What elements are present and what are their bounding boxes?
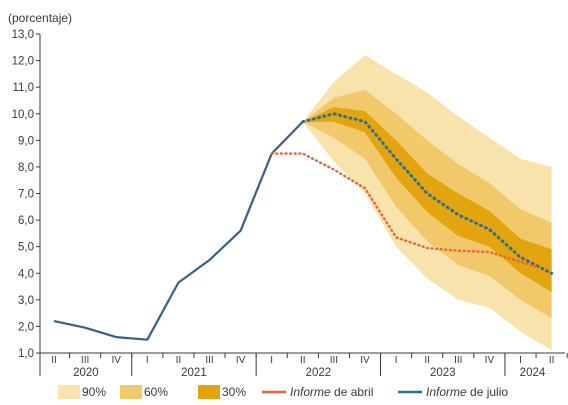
legend-label-rest: de julio [467,385,509,399]
x-quarter-label: IV [360,355,370,366]
y-tick-label: 4,0 [18,268,34,280]
y-tick-label: 1,0 [18,348,34,360]
x-quarter-label: III [454,355,462,366]
x-quarter-label: I [270,355,273,366]
fan-bands [302,55,552,351]
y-tick-label: 13,0 [12,29,34,41]
x-quarter-label: III [330,355,338,366]
x-quarter-label: IV [236,355,246,366]
y-tick-label: 7,0 [18,189,34,201]
unit-label: (porcentaje) [8,11,72,25]
x-quarter-label: I [519,355,522,366]
y-tick-label: 10,0 [12,109,34,121]
x-year-label: 2021 [181,367,207,379]
x-year-label: 2022 [306,367,332,379]
x-year-label: 2023 [430,367,456,379]
legend-item-3: Informe de abril [262,385,373,399]
fan-band-2 [302,107,552,292]
legend-item-1: 60% [120,385,168,399]
x-quarter-label: II [424,355,430,366]
x-quarter-label: III [81,355,89,366]
legend-label: 60% [144,385,168,399]
legend-swatch [58,385,80,399]
legend-label: 30% [222,385,246,399]
x-quarter-label: II [51,355,57,366]
legend-swatch [120,385,142,399]
x-quarter-label: IV [111,355,121,366]
legend-label: Informe de julio [426,385,508,399]
series-line-0 [301,112,554,275]
x-year-label: 2020 [73,367,99,379]
legend-label-italic: Informe [290,385,331,399]
y-tick-label: 5,0 [18,242,34,254]
legend-item-2: 30% [198,385,246,399]
legend-item-4: Informe de julio [398,385,508,399]
series-line-1 [270,152,538,268]
x-quarter-label: III [205,355,213,366]
history-line [53,120,304,341]
y-tick-label: 11,0 [12,82,34,94]
y-tick-label: 12,0 [12,56,34,68]
y-tick-label: 2,0 [18,321,34,333]
y-tick-label: 6,0 [18,215,34,227]
y-tick-label: 3,0 [18,295,34,307]
legend: 90% 60% 30% Informe de abril Informe de juli… [58,385,508,399]
legend-label: Informe de abril [290,385,373,399]
x-quarter-label: I [146,355,149,366]
legend-swatch [198,385,220,399]
x-quarter-label: I [395,355,398,366]
x-quarter-label: II [300,355,306,366]
x-year-label: 2024 [520,367,546,379]
legend-label-italic: Informe [426,385,467,399]
axes: 13,0 12,0 11,0 10,0 9,0 8,0 7,0 6,0 5,0 4,0 3,0 2,0… [12,29,568,379]
x-quarter-label: IV [485,355,495,366]
legend-label: 90% [82,385,106,399]
legend-label-rest: de abril [331,385,374,399]
legend-item-0: 90% [58,385,106,399]
y-tick-label: 8,0 [18,162,34,174]
y-tick-label: 9,0 [18,135,34,147]
series-lines [53,112,554,341]
x-quarter-label: II [549,355,555,366]
x-quarter-label: II [176,355,182,366]
